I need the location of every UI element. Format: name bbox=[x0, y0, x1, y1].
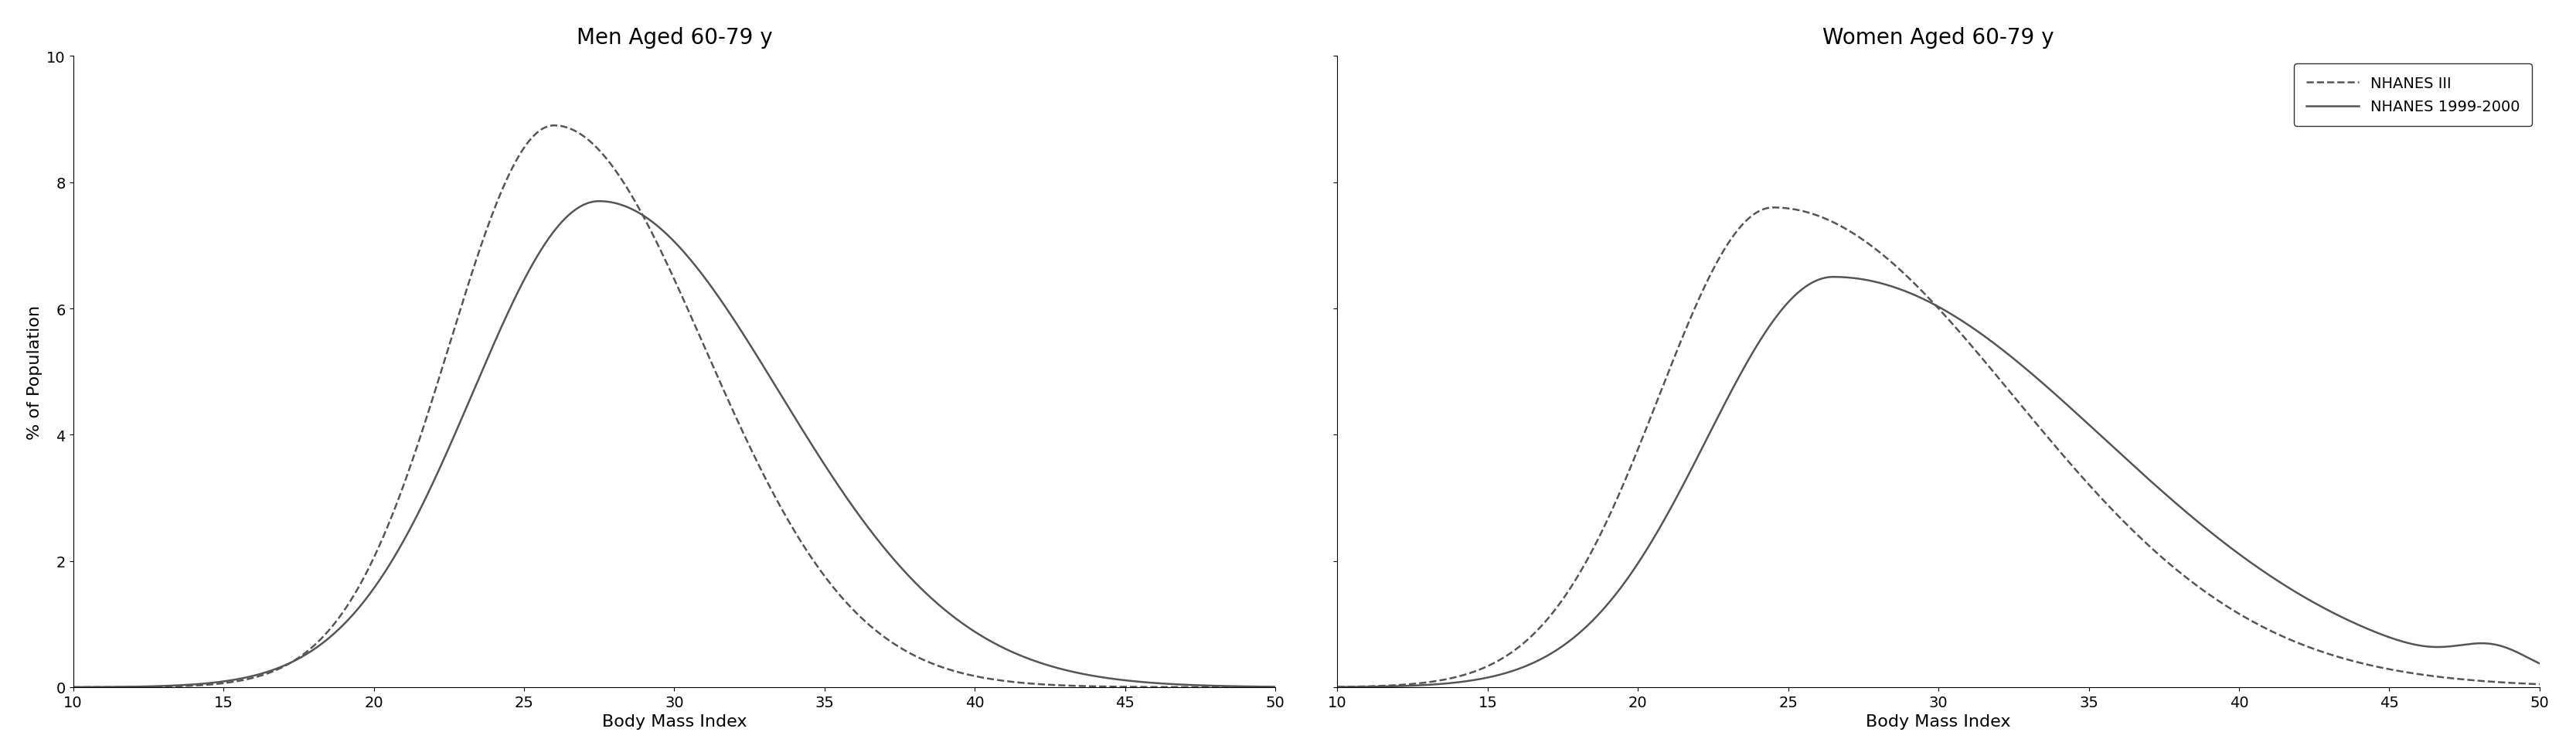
X-axis label: Body Mass Index: Body Mass Index bbox=[603, 714, 747, 730]
X-axis label: Body Mass Index: Body Mass Index bbox=[1865, 714, 2012, 730]
Legend: NHANES III, NHANES 1999-2000: NHANES III, NHANES 1999-2000 bbox=[2293, 64, 2532, 126]
Title: Men Aged 60-79 y: Men Aged 60-79 y bbox=[577, 26, 773, 48]
Title: Women Aged 60-79 y: Women Aged 60-79 y bbox=[1824, 26, 2053, 48]
Y-axis label: % of Population: % of Population bbox=[26, 305, 41, 439]
